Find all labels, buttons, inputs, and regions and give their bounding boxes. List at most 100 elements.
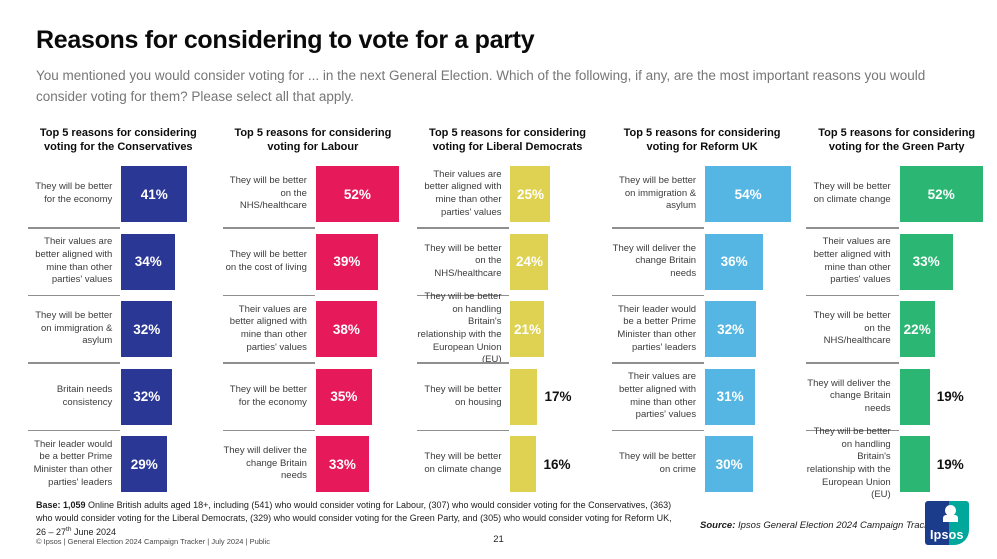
chart-row: They will be better for the economy 41%: [28, 161, 209, 227]
reason-label: They will deliver the change Britain nee…: [223, 445, 307, 482]
reason-label: They will be better for the economy: [229, 383, 307, 408]
bar: 30%: [705, 436, 754, 492]
source-text: Ipsos General Election 2024 Campaign Tra…: [735, 520, 938, 531]
bar-area: 52%: [313, 166, 403, 222]
bar-value: 16%: [543, 456, 571, 472]
bar: 33%: [315, 436, 369, 492]
bar-value: 34%: [134, 254, 162, 269]
bar: 33%: [899, 233, 953, 290]
bar-area: 19%: [897, 436, 987, 492]
bar-value: 38%: [332, 321, 360, 337]
reason-label: Britain needs consistency: [56, 383, 113, 408]
bar-value: 21%: [513, 321, 541, 337]
bar-area: 34%: [118, 233, 208, 290]
bar: 21%: [510, 301, 545, 357]
chart-row: They will be better on handling Britain'…: [806, 426, 987, 500]
row-separator: [611, 294, 705, 296]
bar-value: 41%: [140, 186, 168, 202]
bar: 34%: [121, 233, 176, 290]
chart-row: They will be better on handling Britain'…: [417, 291, 598, 365]
reason-label: They will be better on crime: [619, 451, 697, 475]
bar-area: 24%: [507, 233, 597, 290]
bar-value: 32%: [133, 389, 161, 404]
chart-row: They will be better on crime 30%: [612, 431, 793, 497]
bar-value: 17%: [544, 389, 572, 404]
column-header-reform-uk: Top 5 reasons for considering voting for…: [623, 127, 781, 154]
chart-row: They will be better for the economy 35%: [223, 364, 404, 430]
chart-row: Their values are better aligned with min…: [806, 229, 987, 295]
row-separator: [806, 362, 899, 364]
bar: 24%: [510, 233, 549, 290]
bar-area: 36%: [702, 233, 792, 290]
reason-label: They will deliver the change Britain nee…: [807, 377, 891, 414]
column-header-liberal-democrats: Top 5 reasons for considering voting for…: [429, 127, 586, 154]
base-note: Base: 1,059 Online British adults aged 1…: [36, 499, 681, 539]
reason-label: Their values are better aligned with min…: [813, 236, 891, 286]
bar: [510, 436, 537, 492]
reason-label: They will be better on the cost of livin…: [225, 248, 307, 273]
reason-label: They will be better on climate change: [813, 181, 891, 205]
bar-value: 39%: [333, 254, 361, 269]
reason-label: They will be better on handling Britain'…: [806, 426, 891, 501]
party-column-liberal-democrats: Top 5 reasons for considering voting for…: [417, 126, 598, 497]
bar: 31%: [705, 368, 756, 425]
row-separator: [417, 294, 510, 296]
party-column-reform-uk: Top 5 reasons for considering voting for…: [611, 126, 793, 497]
bar-value: 52%: [343, 186, 371, 202]
bar: 35%: [315, 368, 372, 425]
party-column-green-party: Top 5 reasons for considering voting for…: [806, 126, 987, 500]
base-note-text: Online British adults aged 18+, includin…: [36, 500, 672, 538]
bar-chart-grid: Top 5 reasons for considering voting for…: [28, 126, 987, 500]
chart-row: They will be better on immigration & asy…: [28, 296, 209, 362]
row-separator: [611, 227, 705, 229]
ipsos-logo-head-glyph: [943, 505, 958, 522]
reason-label: They will be better on handling Britain'…: [417, 291, 502, 366]
base-note-label: Base: 1,059: [36, 500, 86, 510]
bar-area: 32%: [118, 368, 208, 425]
bar: [510, 368, 538, 425]
base-note-sup: th: [66, 526, 72, 534]
reason-label: Their values are better aligned with min…: [35, 236, 113, 286]
reason-label: Their values are better aligned with min…: [424, 168, 502, 218]
bar-area: 19%: [897, 368, 987, 425]
column-rows: They will be better on climate change 52%…: [806, 161, 987, 500]
reason-label: They will be better on immigration & asy…: [35, 310, 113, 347]
reason-label: They will be better on the NHS/healthcar…: [229, 175, 307, 212]
bar-area: 32%: [118, 301, 208, 357]
page-subtitle: You mentioned you would consider voting …: [36, 68, 926, 104]
row-separator: [28, 429, 121, 431]
bar: 39%: [315, 233, 378, 290]
column-header-conservatives: Top 5 reasons for considering voting for…: [39, 127, 197, 154]
row-separator: [222, 294, 315, 296]
reason-label: Their values are better aligned with min…: [618, 371, 697, 421]
chart-row: They will be better on the NHS/healthcar…: [223, 161, 404, 227]
column-rows: They will be better for the economy 41% Th…: [28, 161, 209, 497]
chart-row: Their leader would be a better Prime Min…: [612, 296, 793, 362]
chart-row: Their values are better aligned with min…: [223, 296, 404, 362]
page-number: 21: [493, 534, 504, 545]
bar-area: 32%: [702, 301, 792, 357]
column-header-green-party: Top 5 reasons for considering voting for…: [818, 127, 976, 154]
row-separator: [611, 429, 705, 431]
bar: [899, 368, 930, 425]
bar-value: 36%: [720, 254, 748, 269]
bar-value: 30%: [715, 456, 743, 472]
bar-value: 31%: [716, 389, 744, 404]
reason-label: They will deliver the change Britain nee…: [612, 242, 697, 279]
row-separator: [806, 227, 899, 229]
chart-row: Their values are better aligned with min…: [612, 364, 793, 430]
page-title: Reasons for considering to vote for a pa…: [36, 26, 535, 54]
chart-row: They will be better on climate change 52%: [806, 161, 987, 227]
bar-area: 52%: [897, 166, 987, 222]
source-label: Source:: [700, 520, 736, 531]
bar: 22%: [899, 301, 935, 357]
chart-row: They will deliver the change Britain nee…: [806, 364, 987, 430]
chart-row: They will be better on the NHS/healthcar…: [806, 296, 987, 362]
reason-label: They will be better on the NHS/healthcar…: [813, 310, 891, 347]
bar-area: 30%: [702, 436, 792, 492]
party-column-labour: Top 5 reasons for considering voting for…: [222, 126, 404, 497]
row-separator: [222, 362, 315, 364]
chart-row: They will be better on the NHS/healthcar…: [417, 229, 598, 295]
source-line: Source: Ipsos General Election 2024 Camp…: [700, 520, 937, 531]
row-separator: [28, 294, 121, 296]
